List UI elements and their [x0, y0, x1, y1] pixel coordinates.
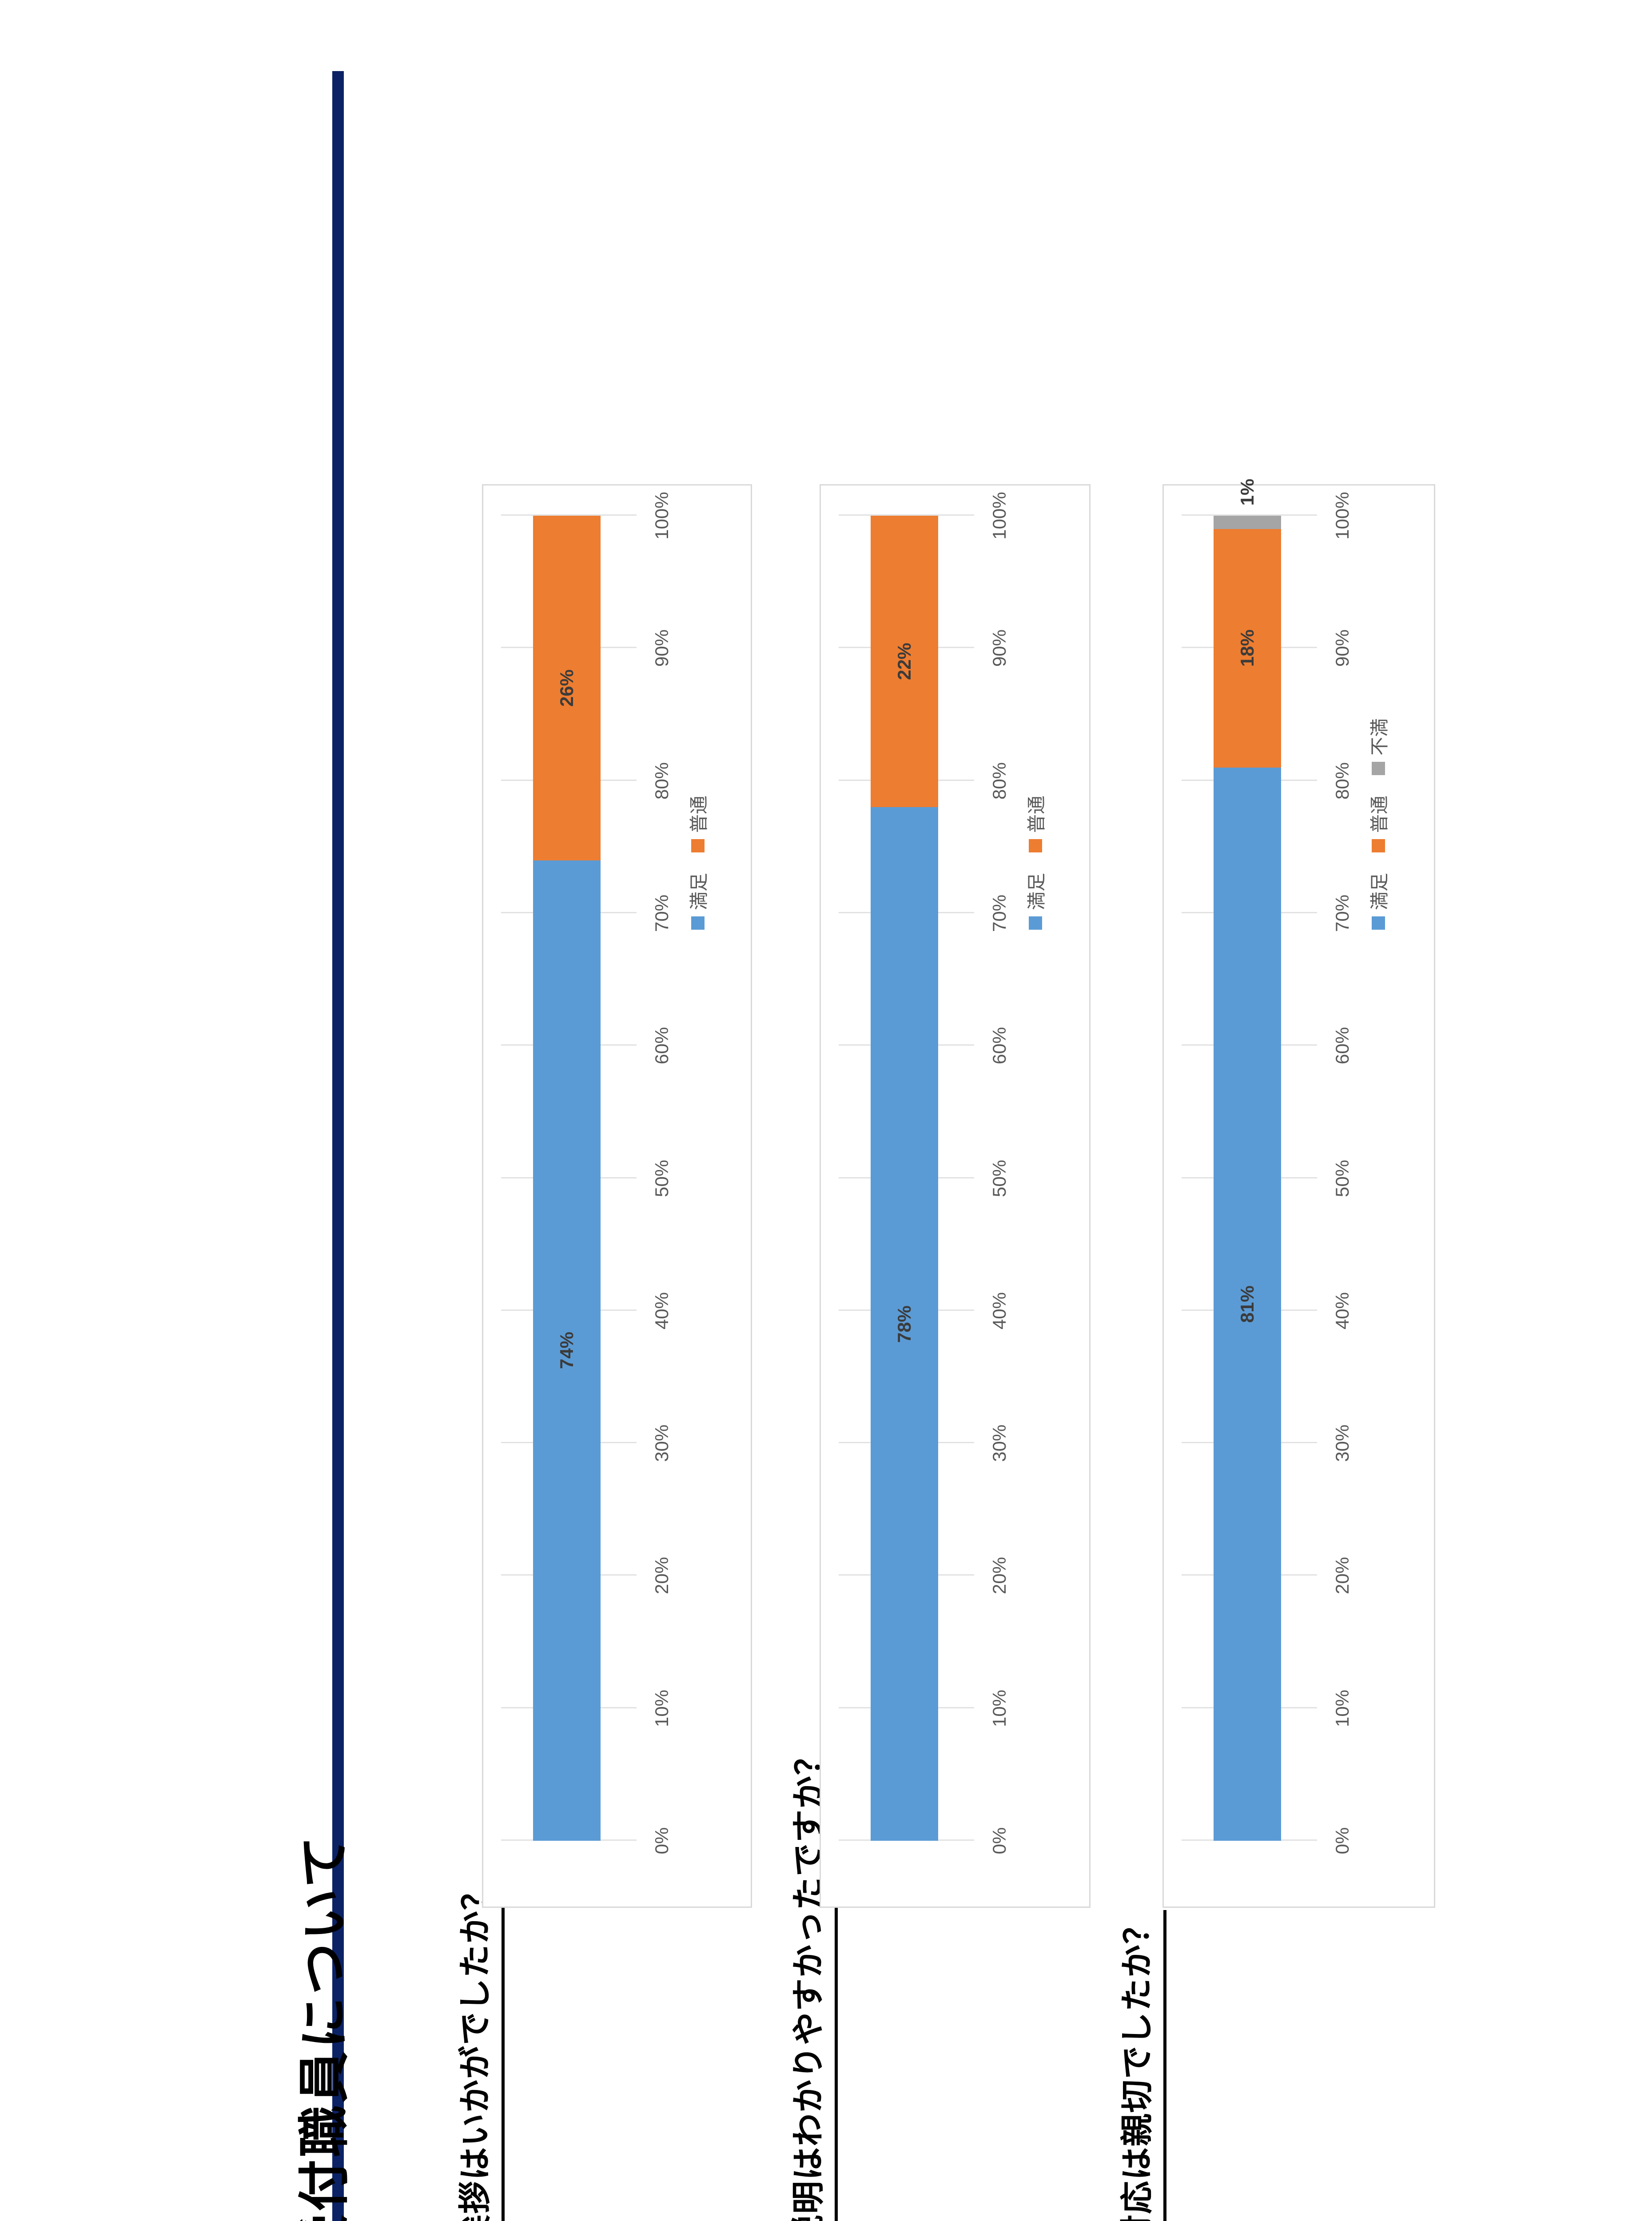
legend-item[interactable]: 不満	[1365, 718, 1392, 775]
legend-swatch	[691, 916, 705, 930]
chart-legend-1: 満足 普通	[684, 796, 839, 957]
legend-swatch	[691, 839, 705, 852]
legend-label: 普通	[1026, 795, 1047, 833]
legend-item[interactable]: 満足	[1365, 873, 1392, 930]
stacked-bar[interactable]: 81% 18% 1%	[1214, 479, 1281, 1841]
chart-panel-1: 74% 26% 0% 10% 20% 30% 40% 50% 60% 70% 80% 90% 100%…	[482, 484, 752, 1908]
bar-data-label: 74%	[556, 1332, 577, 1369]
legend-swatch	[1371, 839, 1385, 852]
legend-item[interactable]: 満足	[684, 873, 711, 930]
chart-panel-2: 78% 22% 0% 10% 20% 30% 40% 50% 60% 70% 80% 90% 100%…	[820, 484, 1091, 1908]
gridline	[1182, 514, 1317, 516]
plot-area-2: 78% 22%	[839, 514, 974, 1841]
stacked-bar[interactable]: 74% 26%	[533, 516, 601, 1841]
chart-question-label-3: 対応は親切でしたか？	[1111, 1910, 1166, 2221]
legend-label: 満足	[689, 872, 709, 910]
legend-swatch	[1028, 839, 1042, 852]
axis-tick-labels-3: 0% 10% 20% 30% 40% 50% 60% 70% 80% 90% 100%	[1332, 492, 1353, 1855]
bar-segment[interactable]: 26%	[533, 516, 601, 860]
chart-question-label-1: 挨拶はいかがでしたか？	[449, 1876, 505, 2221]
legend-swatch	[1028, 916, 1042, 930]
bar-segment[interactable]: 74%	[533, 860, 601, 1841]
legend-label: 普通	[689, 795, 709, 833]
plot-area-1: 74% 26%	[501, 514, 637, 1841]
bar-data-label: 18%	[1237, 629, 1258, 667]
slide-accent-bar	[332, 71, 344, 2221]
bar-segment[interactable]: 22%	[871, 516, 938, 808]
bar-segment[interactable]: 78%	[871, 807, 938, 1841]
legend-swatch	[1371, 761, 1385, 775]
bar-segment[interactable]: 18%	[1214, 529, 1281, 768]
bar-data-label: 1%	[1237, 478, 1258, 506]
legend-label: 不満	[1369, 718, 1390, 756]
legend-item[interactable]: 満足	[1022, 873, 1049, 930]
bar-data-label: 78%	[894, 1305, 915, 1343]
legend-swatch	[1371, 916, 1385, 930]
bar-segment[interactable]: 1%	[1214, 479, 1281, 529]
page-title: 受付職員について	[295, 1833, 353, 2221]
chart-panel-3: 81% 18% 1% 0% 10% 20% 30% 40% 50% 60% 70% 80% 90% 10…	[1162, 479, 1435, 1908]
gridline	[501, 514, 637, 516]
chart-legend-3: 満足 普通 不満	[1365, 718, 1596, 957]
bar-data-label: 22%	[894, 643, 915, 681]
gridline	[839, 514, 974, 516]
legend-item[interactable]: 普通	[1365, 796, 1392, 852]
legend-label: 満足	[1026, 872, 1047, 910]
legend-item[interactable]: 普通	[1022, 796, 1049, 852]
plot-area-3: 81% 18% 1%	[1182, 479, 1317, 1841]
chart-legend-2: 満足 普通	[1022, 796, 1176, 957]
legend-label: 満足	[1369, 872, 1390, 910]
stacked-bar[interactable]: 78% 22%	[871, 516, 938, 1841]
bar-segment[interactable]: 81%	[1214, 767, 1281, 1841]
bar-data-label: 26%	[556, 669, 577, 707]
axis-tick-labels-1: 0% 10% 20% 30% 40% 50% 60% 70% 80% 90% 100%	[651, 492, 672, 1855]
legend-label: 普通	[1369, 795, 1390, 833]
bar-data-label: 81%	[1237, 1285, 1258, 1323]
legend-item[interactable]: 普通	[684, 796, 711, 852]
axis-tick-labels-2: 0% 10% 20% 30% 40% 50% 60% 70% 80% 90% 100%	[989, 492, 1010, 1855]
